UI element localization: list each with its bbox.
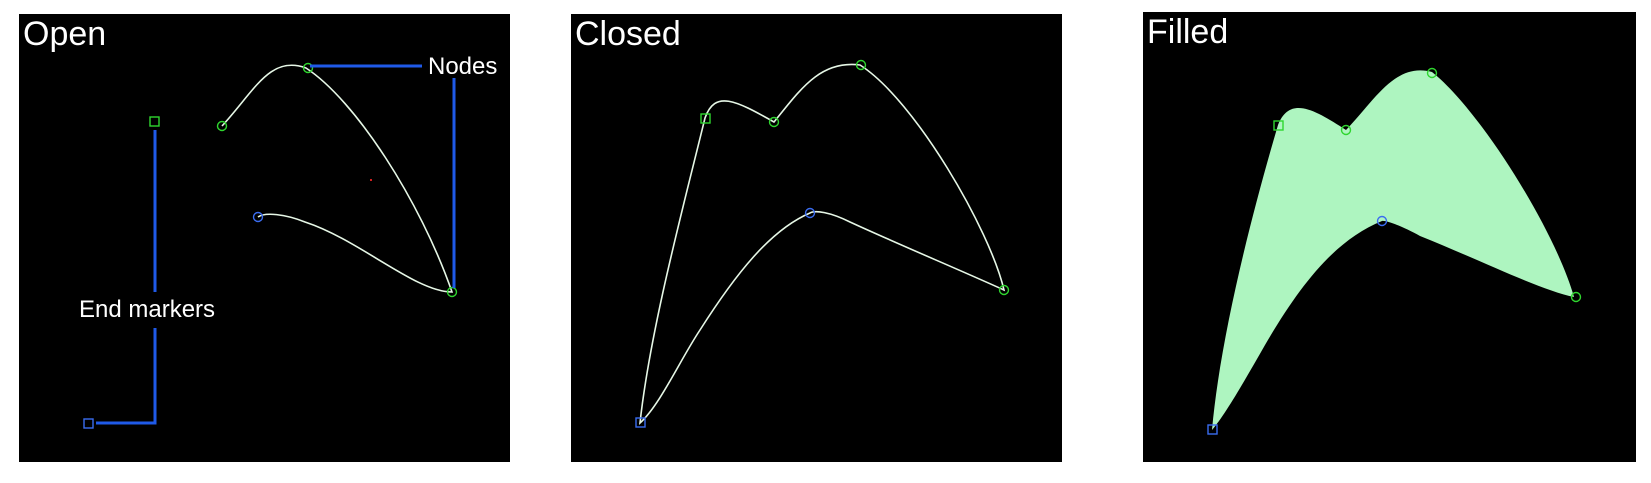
end-markers-label: End markers [79,296,215,323]
node-marker-icon [1340,124,1352,136]
node-marker-icon [1426,67,1438,79]
node-marker-icon [768,116,780,128]
filled-path-group [1207,67,1582,435]
nodes-label: Nodes [428,53,497,80]
node-marker-icon [1570,291,1582,303]
open-panel-title: Open [23,15,107,53]
node-marker-icon [446,286,458,298]
closed-path-curve [638,63,1006,425]
open-path-panel: Open [19,14,510,462]
closed-path-panel: Closed [571,14,1062,462]
closed-panel-title: Closed [575,15,681,53]
square-end-marker-icon [700,113,711,124]
node-marker-icon [216,120,228,132]
filled-panel-title: Filled [1147,13,1229,51]
square-start-marker-icon [83,418,94,429]
end-node-marker-icon [804,207,816,219]
square-start-marker-icon [1207,424,1218,435]
end-markers-callout-line [96,130,157,425]
open-path-group: Nodes End markers [79,53,497,429]
nodes-callout-line [310,64,456,288]
end-node-marker-icon [1376,215,1388,227]
node-marker-icon [302,62,314,74]
filled-path-shape [1212,70,1574,430]
closed-path-group [635,59,1010,428]
square-start-marker-icon [635,417,646,428]
node-marker-icon [998,284,1010,296]
square-end-marker-icon [1273,120,1284,131]
end-node-marker-icon [252,211,264,223]
square-end-marker-icon [149,116,160,127]
open-path-curve [221,64,454,293]
node-marker-icon [855,59,867,71]
stray-point [370,179,372,181]
